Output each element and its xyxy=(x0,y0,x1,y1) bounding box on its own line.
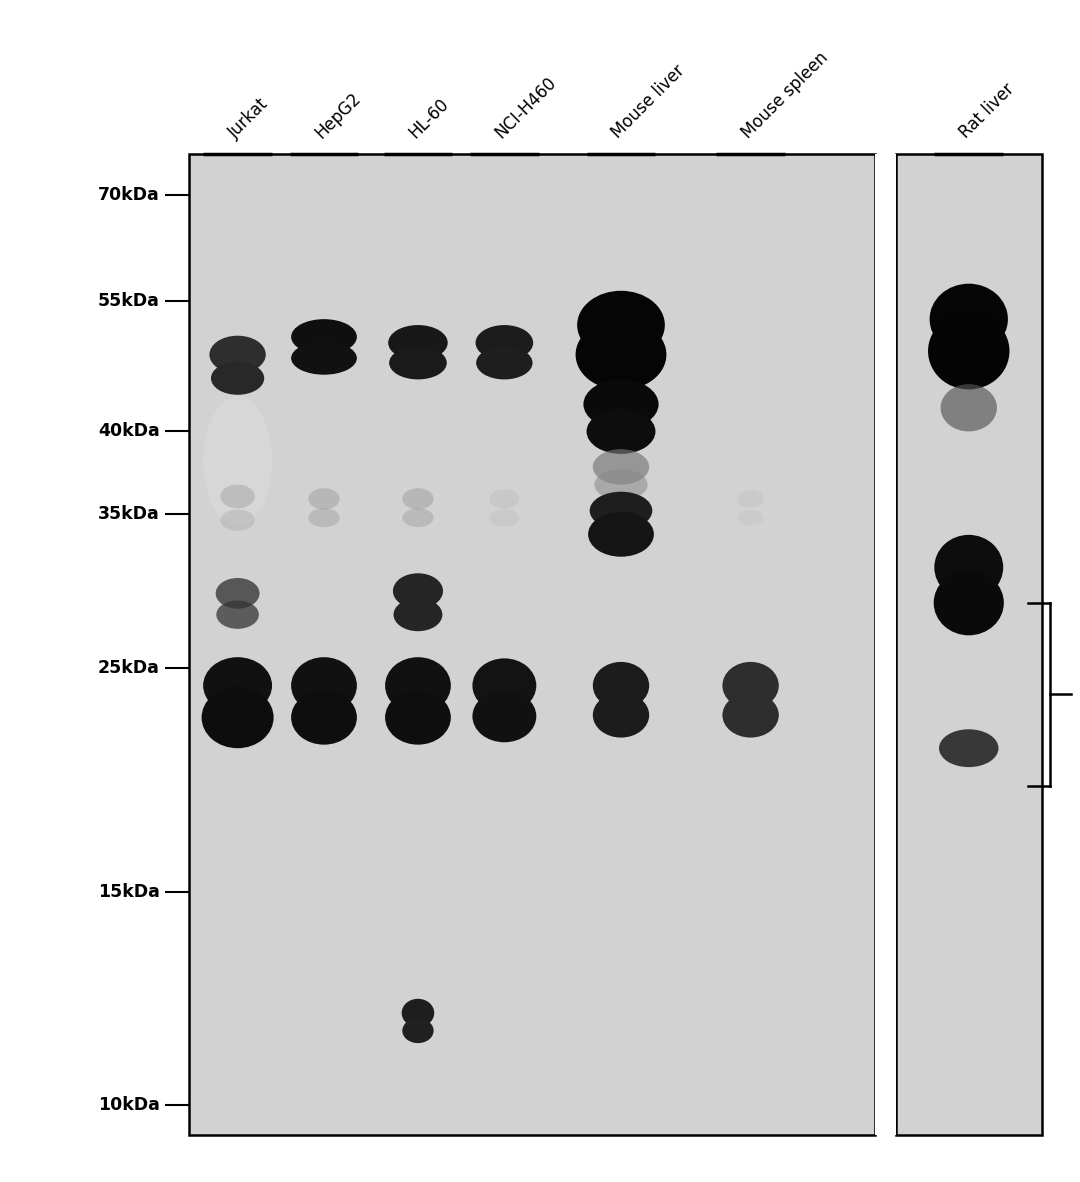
Ellipse shape xyxy=(723,662,779,709)
Text: 15kDa: 15kDa xyxy=(98,883,160,902)
Ellipse shape xyxy=(934,571,1003,636)
Text: 70kDa: 70kDa xyxy=(98,186,160,204)
Ellipse shape xyxy=(220,485,255,508)
Ellipse shape xyxy=(941,384,997,431)
Bar xyxy=(875,154,896,1135)
Ellipse shape xyxy=(593,449,649,485)
Ellipse shape xyxy=(738,491,764,508)
Ellipse shape xyxy=(402,508,434,527)
Ellipse shape xyxy=(386,690,450,745)
Ellipse shape xyxy=(594,469,648,500)
Ellipse shape xyxy=(388,325,448,361)
Text: NCI-H460: NCI-H460 xyxy=(491,73,561,142)
Ellipse shape xyxy=(593,662,649,709)
Ellipse shape xyxy=(202,687,273,748)
Ellipse shape xyxy=(389,346,447,379)
Ellipse shape xyxy=(930,284,1008,355)
Text: 55kDa: 55kDa xyxy=(98,292,160,311)
Text: 35kDa: 35kDa xyxy=(98,505,160,524)
Ellipse shape xyxy=(586,409,656,454)
Ellipse shape xyxy=(472,690,537,742)
Ellipse shape xyxy=(211,362,265,395)
Ellipse shape xyxy=(939,729,999,767)
Text: Jurkat: Jurkat xyxy=(225,95,272,142)
Ellipse shape xyxy=(723,693,779,738)
Ellipse shape xyxy=(393,598,443,631)
Ellipse shape xyxy=(476,346,532,379)
Ellipse shape xyxy=(292,319,356,355)
Ellipse shape xyxy=(472,658,537,713)
Bar xyxy=(189,154,875,1135)
Ellipse shape xyxy=(593,693,649,738)
Text: Mouse spleen: Mouse spleen xyxy=(738,48,832,142)
Ellipse shape xyxy=(583,379,659,429)
Text: Rat liver: Rat liver xyxy=(956,80,1017,142)
Ellipse shape xyxy=(210,336,266,374)
Ellipse shape xyxy=(292,690,356,745)
Ellipse shape xyxy=(292,342,356,375)
Ellipse shape xyxy=(402,488,434,509)
Text: Mouse liver: Mouse liver xyxy=(608,61,689,142)
Ellipse shape xyxy=(934,534,1003,600)
Ellipse shape xyxy=(738,509,764,525)
Ellipse shape xyxy=(576,319,666,390)
Ellipse shape xyxy=(308,488,340,509)
Ellipse shape xyxy=(292,657,356,714)
Ellipse shape xyxy=(393,573,443,609)
Text: HL-60: HL-60 xyxy=(405,95,453,142)
Ellipse shape xyxy=(216,600,259,629)
Ellipse shape xyxy=(489,508,519,526)
Ellipse shape xyxy=(589,512,653,557)
Text: HepG2: HepG2 xyxy=(311,89,364,142)
Bar xyxy=(896,154,1042,1135)
Ellipse shape xyxy=(402,999,434,1027)
Text: 10kDa: 10kDa xyxy=(98,1096,160,1115)
Ellipse shape xyxy=(489,489,519,508)
Ellipse shape xyxy=(475,325,534,361)
Ellipse shape xyxy=(386,657,450,714)
Text: 40kDa: 40kDa xyxy=(98,422,160,441)
Ellipse shape xyxy=(590,492,652,530)
Ellipse shape xyxy=(216,578,259,609)
Text: 25kDa: 25kDa xyxy=(98,658,160,677)
Ellipse shape xyxy=(402,1019,434,1044)
Ellipse shape xyxy=(577,291,665,359)
Ellipse shape xyxy=(308,508,340,527)
Ellipse shape xyxy=(203,396,272,526)
Ellipse shape xyxy=(928,313,1010,390)
Ellipse shape xyxy=(203,657,272,714)
Ellipse shape xyxy=(220,509,255,531)
